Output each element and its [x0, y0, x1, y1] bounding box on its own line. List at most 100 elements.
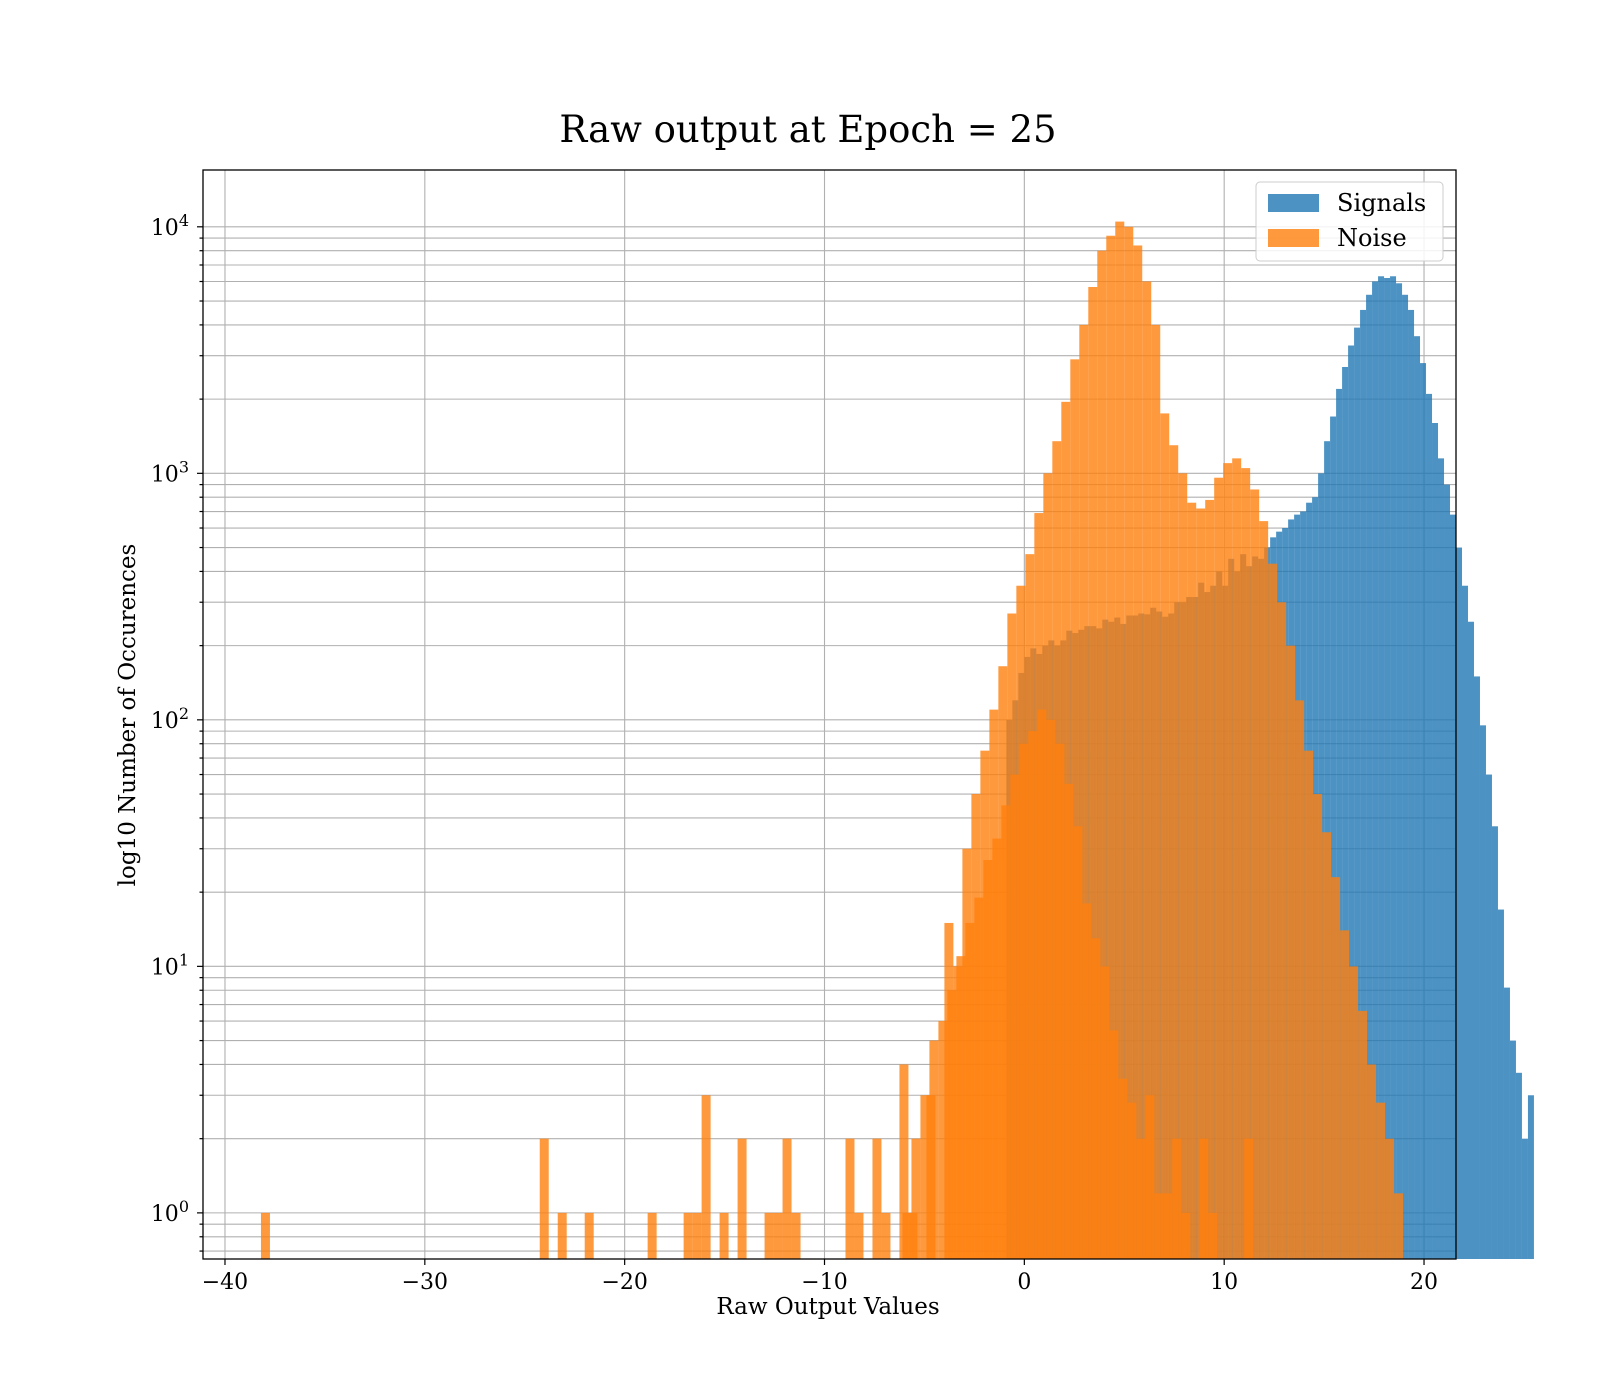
- signals-bar: [1360, 309, 1367, 1259]
- y-tick-label: 103: [151, 457, 189, 487]
- noise-bar: [1010, 774, 1020, 1259]
- x-tick-label: −20: [601, 1270, 647, 1295]
- noise-bar: [1106, 235, 1116, 1259]
- noise-bar: [1304, 750, 1314, 1259]
- noise-bar: [539, 1138, 549, 1259]
- noise-bar: [1178, 473, 1188, 1259]
- legend-label-signals: Signals: [1337, 189, 1426, 217]
- noise-bar: [1277, 602, 1287, 1259]
- noise-bar: [1394, 1193, 1404, 1259]
- noise-bar: [701, 1095, 711, 1259]
- noise-bar: [1376, 1102, 1386, 1259]
- signals-bar: [1479, 725, 1486, 1259]
- signals-bar: [1384, 277, 1391, 1260]
- noise-bar: [920, 1095, 930, 1259]
- noise-bar: [1046, 719, 1056, 1259]
- x-tick-label: 20: [1410, 1270, 1438, 1295]
- noise-bar: [1241, 468, 1251, 1259]
- noise-bar: [1079, 324, 1089, 1259]
- noise-bar: [1163, 1193, 1173, 1259]
- signals-bar: [1521, 1138, 1528, 1259]
- signals-bar: [1426, 393, 1433, 1259]
- noise-bar: [1250, 489, 1260, 1260]
- noise-bar: [647, 1212, 657, 1259]
- noise-bar: [557, 1212, 567, 1259]
- legend: Signals Noise: [1255, 181, 1444, 262]
- signals-bar: [1515, 1072, 1522, 1259]
- noise-bar: [1214, 477, 1224, 1259]
- noise-bar: [1037, 709, 1047, 1259]
- noise-bar: [764, 1212, 774, 1259]
- noise-bar: [1001, 805, 1011, 1259]
- noise-bar: [1127, 1102, 1137, 1259]
- y-tick-label: 100: [151, 1197, 189, 1227]
- noise-bar: [1223, 463, 1233, 1259]
- noise-bar: [1367, 1064, 1377, 1259]
- signals-bar: [1509, 1040, 1516, 1259]
- signals-bar: [1450, 514, 1456, 1259]
- noise-bar: [1160, 413, 1170, 1260]
- noise-bar: [1028, 731, 1038, 1259]
- noise-bar: [1055, 743, 1065, 1259]
- x-tick-label: 0: [1017, 1270, 1031, 1295]
- signals-bar: [1390, 276, 1397, 1260]
- signals-bar: [1491, 826, 1498, 1259]
- noise-bar: [938, 1021, 948, 1259]
- noise-bar: [1169, 445, 1179, 1259]
- noise-bar: [1187, 502, 1197, 1260]
- signals-bar: [1402, 294, 1409, 1260]
- legend-swatch-signals: [1268, 194, 1319, 212]
- noise-bar: [719, 1212, 729, 1259]
- noise-bar: [1118, 1078, 1128, 1259]
- noise-bar: [584, 1212, 594, 1259]
- noise-bar: [1259, 521, 1269, 1259]
- noise-bar: [845, 1138, 855, 1259]
- signals-bar: [1342, 366, 1349, 1259]
- noise-bar: [1064, 783, 1074, 1259]
- noise-bar: [872, 1138, 882, 1259]
- noise-bar: [260, 1212, 270, 1259]
- signals-bar: [1473, 676, 1480, 1259]
- noise-bar: [881, 1212, 891, 1259]
- noise-bar: [1181, 1212, 1191, 1259]
- noise-bar: [965, 922, 975, 1259]
- signals-bar: [1467, 621, 1474, 1259]
- signals-bar: [1503, 987, 1510, 1259]
- x-axis-label: Raw Output Values: [716, 1294, 939, 1320]
- noise-bar: [1172, 1138, 1182, 1259]
- noise-bar: [854, 1212, 864, 1259]
- y-axis: 100 101 102 103 104: [151, 211, 203, 1252]
- signals-bar: [1461, 585, 1468, 1259]
- noise-bar: [1349, 966, 1359, 1259]
- x-axis: −40 −30 −20 −10 0 10 20: [202, 1259, 1438, 1295]
- noise-bar: [956, 956, 966, 1259]
- noise-bar: [1268, 563, 1278, 1259]
- signals-bar: [1372, 281, 1379, 1260]
- signals-bar: [1438, 458, 1445, 1260]
- noise-bar: [1133, 245, 1143, 1259]
- noise-bar: [1082, 903, 1092, 1259]
- noise-bar: [1322, 832, 1332, 1259]
- noise-bars: [260, 221, 1404, 1260]
- signals-bar: [1336, 388, 1343, 1259]
- signals-bar: [1354, 327, 1361, 1259]
- x-tick-label: −10: [801, 1270, 847, 1295]
- noise-bar: [1115, 221, 1125, 1259]
- noise-bar: [1340, 930, 1350, 1259]
- noise-bar: [1097, 250, 1107, 1260]
- legend-label-noise: Noise: [1337, 224, 1407, 252]
- y-tick-label: 101: [151, 950, 189, 980]
- noise-bar: [1073, 826, 1083, 1259]
- noise-bar: [692, 1212, 702, 1259]
- noise-bar: [1196, 508, 1206, 1259]
- noise-bar: [902, 1212, 912, 1259]
- signals-bar: [1420, 363, 1427, 1259]
- noise-bar: [929, 1040, 939, 1259]
- noise-bar: [1385, 1138, 1395, 1259]
- signals-bar: [1444, 484, 1451, 1259]
- noise-bar: [1208, 1212, 1218, 1259]
- noise-bar: [683, 1212, 693, 1259]
- noise-bar: [983, 860, 993, 1259]
- noise-bar: [1244, 1138, 1254, 1259]
